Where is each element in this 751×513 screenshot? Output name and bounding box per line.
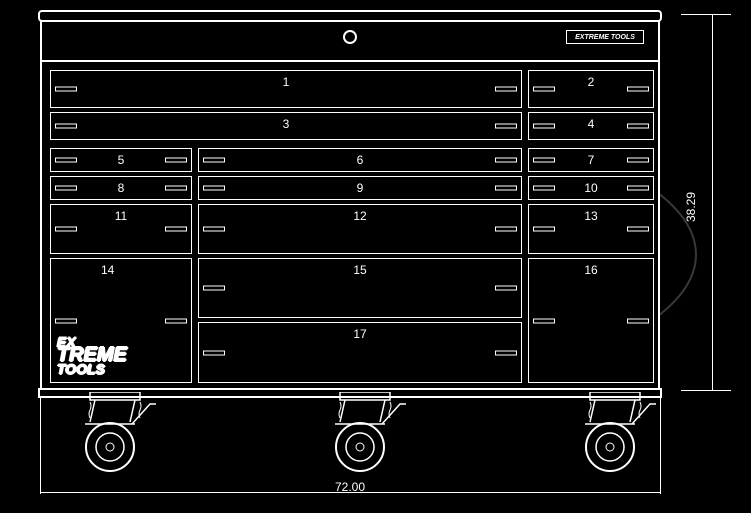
brand-badge: EXTREME TOOLS <box>566 30 644 44</box>
caster-2 <box>320 392 410 474</box>
dim-vertical-line <box>712 14 713 390</box>
extreme-tools-logo: EXTREMETOOLS <box>57 337 127 376</box>
drawer-7: 7 <box>528 148 654 172</box>
lid-top-rail <box>38 10 662 22</box>
drawer-16: 16 <box>528 258 654 383</box>
drawer-label: 16 <box>584 263 597 277</box>
drawer-5: 5 <box>50 148 192 172</box>
drawer-label: 17 <box>353 327 366 341</box>
drawer-label: 11 <box>115 209 127 223</box>
drawer-11: 11 <box>50 204 192 254</box>
dim-v-tick-bot <box>681 390 731 391</box>
drawer-label: 15 <box>353 263 366 277</box>
drawer-6: 6 <box>198 148 522 172</box>
dim-v-tick-top <box>681 14 731 15</box>
drawer-label: 12 <box>353 209 366 223</box>
drawer-1: 1 <box>50 70 522 108</box>
drawer-label: 14 <box>101 263 114 277</box>
cabinet-body: 1234567891011121314EXTREMETOOLS151617 <box>40 62 660 392</box>
lock-icon <box>343 30 357 44</box>
drawer-17: 17 <box>198 322 522 383</box>
drawer-12: 12 <box>198 204 522 254</box>
cabinet-lid: EXTREME TOOLS <box>40 12 660 62</box>
casters <box>40 392 660 474</box>
drawer-3: 3 <box>50 112 522 140</box>
drawer-15: 15 <box>198 258 522 318</box>
drawer-8: 8 <box>50 176 192 200</box>
drawer-2: 2 <box>528 70 654 108</box>
drawer-label: 1 <box>283 75 290 89</box>
dim-h-tick-right <box>660 394 661 494</box>
drawer-label: 6 <box>357 153 364 167</box>
drawer-label: 10 <box>584 181 597 195</box>
drawer-label: 9 <box>357 181 364 195</box>
drawer-label: 3 <box>283 117 290 131</box>
drawer-13: 13 <box>528 204 654 254</box>
drawer-label: 5 <box>118 153 125 167</box>
caster-3 <box>570 392 660 474</box>
drawer-10: 10 <box>528 176 654 200</box>
drawer-14: 14 EXTREMETOOLS <box>50 258 192 383</box>
drawer-9: 9 <box>198 176 522 200</box>
caster-1 <box>70 392 160 474</box>
drawer-label: 8 <box>118 181 125 195</box>
dim-height-label: 38.29 <box>684 192 698 222</box>
cabinet: EXTREME TOOLS 1234567891011121314EXTREME… <box>40 12 660 392</box>
drawer-label: 2 <box>588 75 595 89</box>
drawer-4: 4 <box>528 112 654 140</box>
drawer-label: 4 <box>588 117 595 131</box>
drawer-label: 7 <box>588 153 595 167</box>
dim-width-label: 72.00 <box>40 480 660 494</box>
drawer-label: 13 <box>584 209 597 223</box>
